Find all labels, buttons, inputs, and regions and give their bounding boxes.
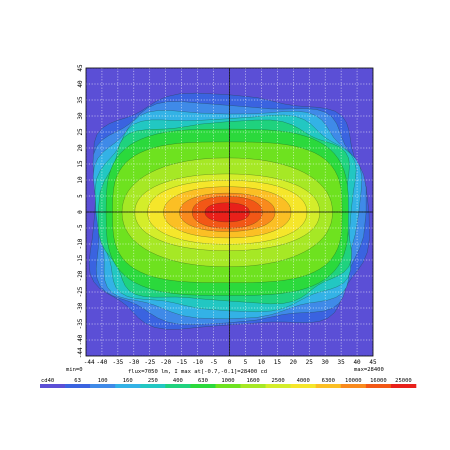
x-tick-label: -5 xyxy=(210,359,218,366)
x-tick-label: 30 xyxy=(322,359,330,366)
y-tick-label: -5 xyxy=(77,224,84,232)
x-tick-label: -15 xyxy=(176,359,187,366)
legend-label: 25000 xyxy=(395,378,412,384)
legend-label: 630 xyxy=(198,378,208,384)
y-tick-label: -10 xyxy=(77,238,84,249)
x-tick-label: 40 xyxy=(353,359,361,366)
legend-swatch-160 xyxy=(115,384,141,388)
y-tick-label: 40 xyxy=(77,80,84,88)
x-tick-label: 15 xyxy=(274,359,282,366)
y-tick-label: 0 xyxy=(77,210,84,214)
y-axis-ticks: 45 40 35 30 25 20 15 10 5 0 -5 -10 -15 -20 -25 -30 -35 -4… xyxy=(77,64,84,358)
y-tick-label: 5 xyxy=(77,194,84,198)
x-tick-label: 5 xyxy=(244,359,248,366)
x-tick-label: 35 xyxy=(337,359,345,366)
y-tick-label: -20 xyxy=(77,270,84,281)
legend-label: 63 xyxy=(74,378,81,384)
legend-label: 6300 xyxy=(322,378,335,384)
x-tick-label: -30 xyxy=(128,359,139,366)
y-tick-label: -40 xyxy=(77,334,84,345)
x-tick-label: 10 xyxy=(258,359,266,366)
legend-label: 250 xyxy=(148,378,158,384)
x-tick-label: -20 xyxy=(160,359,171,366)
x-tick-label: 45 xyxy=(369,359,377,366)
legend-swatch-6300 xyxy=(315,384,342,388)
plot-frame xyxy=(85,67,374,357)
x-tick-label: -44 xyxy=(84,359,95,366)
legend-swatch-10000 xyxy=(340,384,367,388)
legend-swatch-16000 xyxy=(365,384,392,388)
y-tick-label: -30 xyxy=(77,302,84,313)
x-tick-label: -25 xyxy=(144,359,155,366)
legend-swatch-1000 xyxy=(215,384,241,388)
y-tick-label: 35 xyxy=(77,96,84,104)
legend-label: 100 xyxy=(98,378,108,384)
legend-label: cd40 xyxy=(41,378,54,384)
legend-swatch-63 xyxy=(65,384,91,388)
legend-swatch-cd40 xyxy=(40,384,66,388)
color-legend: cd40 63 100 160 250 400 630 1000 1600 2500 4000 630… xyxy=(40,378,417,388)
legend-swatch-1600 xyxy=(240,384,266,388)
y-tick-label: -35 xyxy=(77,318,84,329)
legend-swatch-25000 xyxy=(390,384,417,388)
x-axis-ticks: -44 -40 -35 -30 -25 -20 -15 -10 -5 0 5 10 15 20 25 30 35… xyxy=(84,359,377,366)
legend-swatch-250 xyxy=(140,384,166,388)
y-tick-label: 30 xyxy=(77,112,84,120)
x-tick-label: 25 xyxy=(306,359,314,366)
y-tick-label: -25 xyxy=(77,286,84,297)
x-tick-label: -40 xyxy=(97,359,108,366)
legend-swatch-400 xyxy=(165,384,191,388)
x-tick-label: 0 xyxy=(228,359,232,366)
y-tick-label: 10 xyxy=(77,176,84,184)
legend-swatch-630 xyxy=(190,384,216,388)
legend-label: 16000 xyxy=(370,378,387,384)
y-tick-label: 45 xyxy=(77,64,84,72)
max-label: max=28400 xyxy=(354,367,384,373)
legend-swatch-2500 xyxy=(265,384,291,388)
legend-label: 160 xyxy=(123,378,133,384)
legend-label: 4000 xyxy=(297,378,310,384)
legend-label: 1600 xyxy=(246,378,259,384)
legend-label: 2500 xyxy=(272,378,285,384)
x-tick-label: 20 xyxy=(290,359,298,366)
grid xyxy=(85,67,374,357)
legend-label: 1000 xyxy=(221,378,234,384)
y-tick-label: -44 xyxy=(77,347,84,358)
info-line: flux=7050 lm, I max at[-0.7,-0.1]=28400 … xyxy=(128,369,267,375)
legend-label: 400 xyxy=(173,378,183,384)
x-tick-label: -10 xyxy=(192,359,203,366)
y-tick-label: -15 xyxy=(77,254,84,265)
y-tick-label: 25 xyxy=(77,128,84,136)
legend-swatch-100 xyxy=(90,384,116,388)
min-label: min=0 xyxy=(66,367,83,373)
x-tick-label: -35 xyxy=(112,359,123,366)
y-tick-label: 15 xyxy=(77,160,84,168)
legend-swatch-4000 xyxy=(290,384,317,388)
y-tick-label: 20 xyxy=(77,144,84,152)
legend-label: 10000 xyxy=(345,378,362,384)
